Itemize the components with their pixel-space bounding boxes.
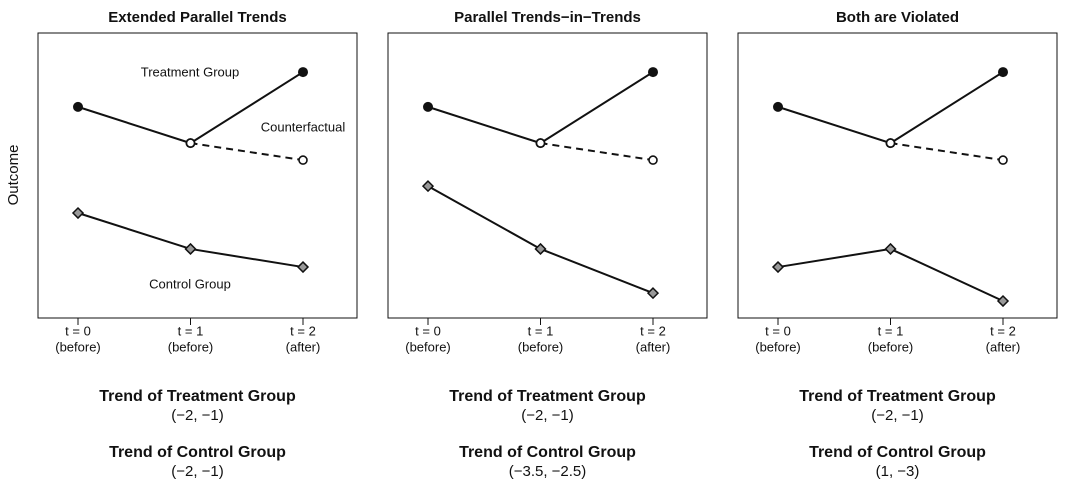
x-tick-sublabel: (after): [986, 339, 1021, 354]
point: [885, 138, 896, 148]
point: [648, 67, 658, 78]
plot-frame: [387, 32, 708, 319]
point: [185, 138, 196, 148]
chart-title: Extended Parallel Trends: [108, 9, 286, 26]
x-tick-sublabel: (before): [518, 339, 564, 354]
annotation: Counterfactual: [261, 119, 346, 134]
series-line: [777, 71, 1004, 145]
trend-value: (−2, −1): [171, 407, 224, 424]
chart-title: Both are Violated: [836, 9, 959, 26]
point: [648, 155, 658, 165]
x-tick-sublabel: (after): [286, 339, 321, 354]
series-line: [540, 142, 654, 162]
x-tick-sublabel: (before): [868, 339, 914, 354]
x-tick-sublabel: (after): [636, 339, 671, 354]
x-tick-label: t = 2: [640, 323, 666, 338]
x-tick-label: t = 1: [878, 323, 904, 338]
trend-heading: Trend of Control Group: [809, 444, 986, 461]
point: [423, 101, 433, 112]
point: [998, 67, 1008, 78]
point: [184, 242, 197, 256]
point: [646, 287, 660, 300]
plot-frame: [37, 32, 358, 319]
point: [421, 180, 435, 193]
point: [298, 67, 308, 78]
trend-heading: Trend of Control Group: [109, 444, 286, 461]
trend-value: (1, −3): [876, 463, 920, 480]
x-tick-label: t = 2: [290, 323, 316, 338]
point: [884, 242, 897, 256]
trend-heading: Trend of Control Group: [459, 444, 636, 461]
series-line: [427, 185, 654, 295]
point: [771, 260, 785, 274]
x-tick-label: t = 1: [528, 323, 554, 338]
x-tick-sublabel: (before): [755, 339, 801, 354]
point: [73, 101, 83, 112]
point: [996, 294, 1010, 308]
point: [773, 101, 783, 112]
point: [535, 138, 546, 148]
trend-heading: Trend of Treatment Group: [99, 388, 296, 405]
trend-heading: Trend of Treatment Group: [449, 388, 646, 405]
x-tick-label: t = 0: [415, 323, 441, 338]
plot-frame: [737, 32, 1058, 319]
point: [296, 260, 310, 274]
x-tick-label: t = 0: [765, 323, 791, 338]
series-line: [890, 142, 1004, 162]
y-axis-label: Outcome: [5, 145, 22, 206]
point: [998, 155, 1008, 165]
annotation: Treatment Group: [141, 64, 240, 79]
series-line: [427, 71, 654, 145]
point: [71, 206, 85, 220]
series-line: [77, 212, 304, 269]
annotation: Control Group: [149, 276, 231, 291]
x-tick-label: t = 2: [990, 323, 1016, 338]
point: [534, 242, 547, 256]
trend-value: (−3.5, −2.5): [509, 463, 587, 480]
series-line: [777, 247, 1004, 302]
chart-title: Parallel Trends−in−Trends: [454, 9, 641, 26]
trend-heading: Trend of Treatment Group: [799, 388, 996, 405]
x-tick-label: t = 0: [65, 323, 91, 338]
trend-value: (−2, −1): [521, 407, 574, 424]
x-tick-sublabel: (before): [168, 339, 214, 354]
x-tick-sublabel: (before): [405, 339, 451, 354]
series-line: [190, 142, 304, 162]
x-tick-sublabel: (before): [55, 339, 101, 354]
trend-value: (−2, −1): [171, 463, 224, 480]
trend-value: (−2, −1): [871, 407, 924, 424]
point: [298, 155, 308, 165]
x-tick-label: t = 1: [178, 323, 204, 338]
